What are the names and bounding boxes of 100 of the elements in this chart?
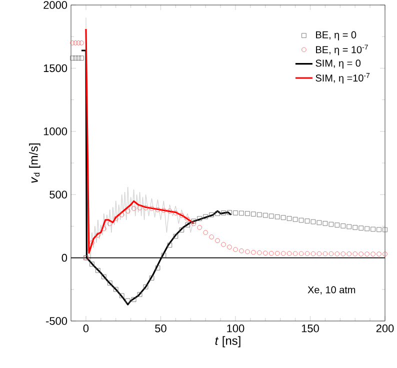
point [227, 244, 232, 250]
y-axis-title: v$_{d}$ [m/s] [29, 143, 40, 183]
x-tick-label: 200 [376, 324, 394, 332]
point [107, 221, 112, 226]
point [334, 251, 340, 256]
point [358, 226, 364, 230]
point [227, 210, 232, 215]
point [316, 220, 322, 226]
point [185, 216, 190, 222]
point [167, 208, 172, 214]
point [90, 240, 94, 246]
point [298, 218, 304, 223]
point [382, 252, 388, 256]
legend-label: BE, η = 10$^{-7}$ [316, 44, 368, 56]
point [340, 224, 346, 228]
point [268, 250, 274, 256]
point [155, 207, 160, 212]
point [316, 251, 322, 256]
point [298, 251, 304, 256]
point [280, 251, 286, 256]
point [334, 222, 340, 228]
y-tick-label: 1000 [44, 128, 68, 136]
x-tick-label: 150 [302, 324, 319, 332]
point [137, 205, 142, 210]
point [209, 234, 214, 240]
point [322, 221, 328, 226]
point [107, 280, 112, 286]
point [376, 252, 382, 256]
point [268, 214, 274, 218]
point [167, 242, 172, 248]
point [328, 251, 334, 256]
point [76, 56, 81, 60]
point [364, 252, 370, 256]
point [119, 212, 124, 218]
point [96, 232, 100, 238]
point [364, 226, 370, 232]
x-axis-title: t [ns] [215, 336, 240, 348]
point [358, 252, 364, 256]
point [125, 208, 130, 214]
point [346, 224, 352, 230]
legend-label: SIM, η =10$^{-7}$ [316, 73, 370, 84]
point [185, 222, 190, 228]
point [149, 206, 154, 211]
point [90, 262, 94, 267]
point [155, 266, 160, 270]
point [191, 218, 196, 224]
point [76, 40, 81, 46]
point [215, 211, 220, 216]
y-tick-label: 2000 [44, 1, 68, 9]
point [179, 213, 184, 218]
point [352, 225, 358, 230]
point [251, 212, 256, 216]
legend-label: SIM, η = 0 [316, 60, 361, 69]
point [262, 212, 268, 218]
point [346, 251, 352, 256]
point [131, 206, 136, 211]
point [149, 276, 154, 280]
point [197, 216, 202, 222]
point [304, 251, 310, 256]
point [382, 227, 388, 232]
point [292, 251, 298, 256]
point [233, 210, 238, 216]
point [239, 210, 244, 216]
point [262, 250, 268, 256]
point [310, 219, 316, 224]
point [113, 216, 118, 222]
point [70, 40, 75, 46]
point [245, 249, 250, 254]
x-tick-label: 100 [227, 324, 244, 332]
point [328, 222, 334, 227]
point [257, 250, 262, 256]
point [251, 250, 256, 255]
point [370, 252, 376, 256]
y-tick-label: 1500 [44, 64, 68, 72]
point [352, 251, 358, 256]
point [209, 212, 214, 218]
point [70, 56, 75, 60]
point [125, 298, 130, 304]
point [96, 268, 100, 273]
point [131, 297, 136, 302]
point [161, 208, 166, 213]
point [143, 205, 148, 210]
point [137, 292, 142, 297]
point [340, 251, 346, 256]
point [179, 228, 184, 232]
point [79, 56, 84, 60]
point [173, 234, 178, 239]
point [274, 250, 280, 256]
point [79, 40, 84, 46]
point [143, 284, 148, 290]
point [197, 225, 202, 230]
point [257, 212, 262, 218]
point [221, 242, 226, 247]
point [304, 218, 310, 224]
x-tick-label: 0 [83, 324, 89, 332]
annotation: Xe, 10 atm [308, 286, 356, 294]
point [376, 227, 382, 232]
point [280, 215, 286, 220]
point [191, 221, 196, 226]
point [161, 252, 166, 258]
